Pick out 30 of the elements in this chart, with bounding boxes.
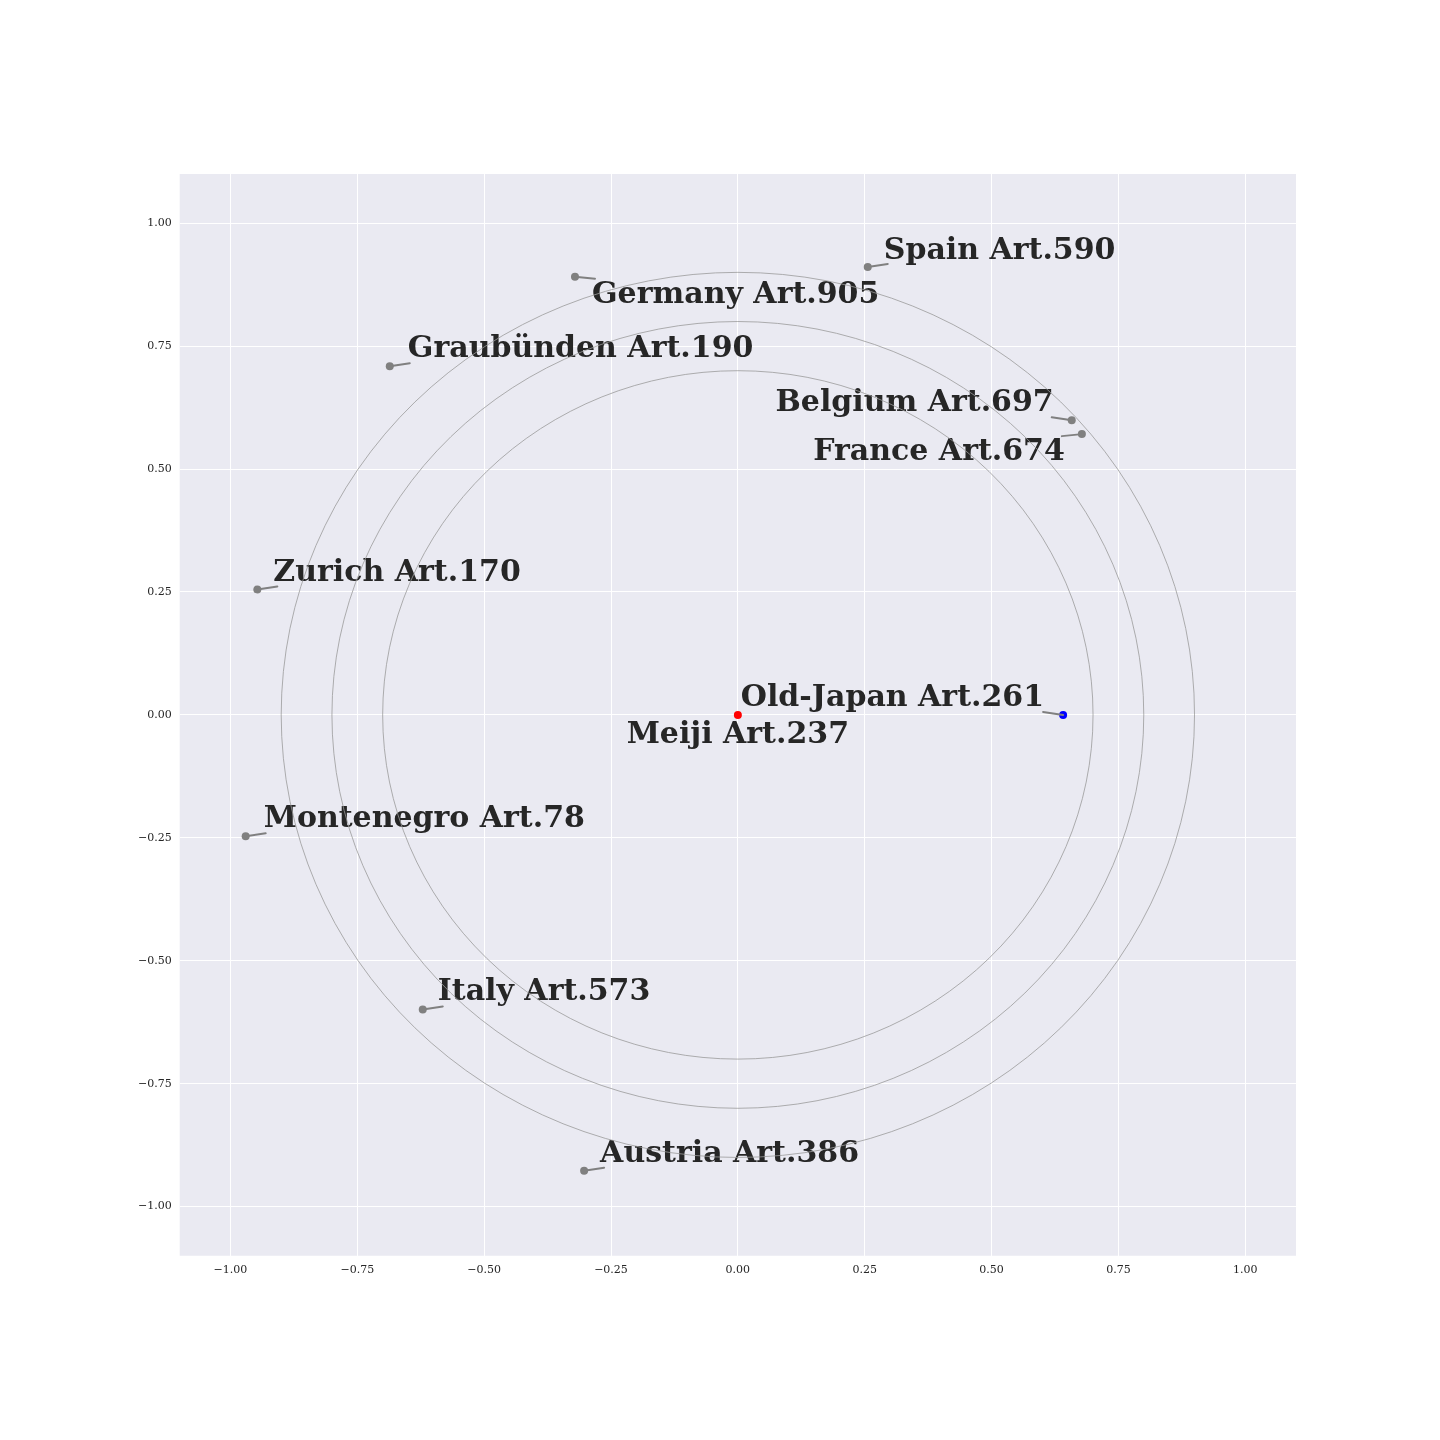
annotation: Montenegro Art.78 bbox=[263, 799, 585, 835]
point bbox=[863, 262, 872, 271]
x-tick-label: −0.25 bbox=[594, 1263, 628, 1277]
y-tick-label: −0.75 bbox=[137, 1076, 172, 1090]
x-tick-label: −0.50 bbox=[467, 1263, 502, 1277]
x-tick-label: 1.00 bbox=[1233, 1263, 1258, 1277]
y-tick-label: 0.50 bbox=[147, 461, 172, 475]
y-tick-label: −1.00 bbox=[137, 1199, 172, 1213]
annotation: France Art.674 bbox=[813, 432, 1065, 468]
annotation: Belgium Art.697 bbox=[775, 383, 1054, 419]
x-tick-label: 0.75 bbox=[1106, 1263, 1131, 1277]
y-tick-label: 0.25 bbox=[147, 584, 172, 598]
annotation: Zurich Art.170 bbox=[273, 552, 521, 588]
x-tick-label: 0.25 bbox=[852, 1263, 877, 1277]
y-tick-label: 0.75 bbox=[147, 338, 172, 352]
annotation: Meiji Art.237 bbox=[626, 714, 850, 750]
x-tick-label: −1.00 bbox=[213, 1263, 248, 1277]
annotation: Old-Japan Art.261 bbox=[740, 677, 1045, 713]
y-tick-label: −0.50 bbox=[137, 953, 172, 967]
x-tick-label: −0.75 bbox=[340, 1263, 375, 1277]
annotation: Italy Art.573 bbox=[437, 972, 651, 1008]
y-tick-label: 1.00 bbox=[147, 216, 172, 230]
annotation: Germany Art.905 bbox=[591, 274, 880, 310]
y-tick-label: 0.00 bbox=[147, 707, 172, 721]
annotation: Austria Art.386 bbox=[599, 1133, 860, 1169]
annotation: Spain Art.590 bbox=[883, 230, 1116, 266]
y-tick-label: −0.25 bbox=[137, 830, 172, 844]
annotation: Graubünden Art.190 bbox=[407, 329, 754, 365]
x-tick-label: 0.00 bbox=[725, 1263, 751, 1277]
x-tick-label: 0.50 bbox=[979, 1263, 1004, 1277]
